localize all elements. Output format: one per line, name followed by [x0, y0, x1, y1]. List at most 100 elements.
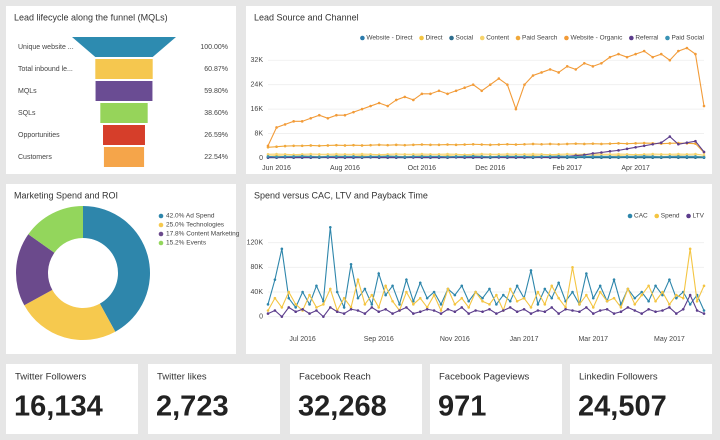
kpi-tile [290, 364, 422, 434]
data-point [398, 303, 401, 306]
data-point [661, 293, 664, 297]
data-point [681, 307, 685, 311]
data-point [446, 92, 449, 96]
data-point [453, 310, 457, 314]
data-point [280, 306, 284, 309]
kpi-value: 24,507 [578, 391, 667, 423]
data-point [460, 296, 464, 300]
legend-label: Paid Social [671, 35, 704, 42]
data-point [536, 309, 540, 312]
data-point [642, 144, 646, 148]
data-point [497, 153, 501, 156]
legend-swatch [665, 35, 670, 41]
funnel-label: Unique website ... [18, 44, 74, 51]
legend-swatch [515, 35, 521, 41]
data-point [454, 155, 458, 158]
data-point [471, 153, 475, 156]
data-point [300, 120, 304, 123]
data-point [536, 303, 540, 306]
data-point [557, 142, 560, 146]
data-point [453, 293, 457, 297]
data-point [514, 143, 518, 146]
data-point [702, 150, 706, 154]
data-point [677, 152, 680, 156]
data-point [668, 153, 672, 156]
data-point [688, 293, 692, 297]
data-point [335, 310, 339, 314]
data-point [574, 68, 578, 71]
x-tick-label: Aug 2016 [330, 165, 360, 172]
donut-slice [24, 289, 116, 340]
data-point [634, 146, 637, 149]
x-tick-label: Nov 2016 [440, 336, 470, 343]
data-point [702, 312, 706, 315]
data-point [600, 153, 603, 156]
data-point [661, 309, 664, 312]
data-point [625, 147, 629, 151]
data-point [266, 309, 270, 312]
data-point [702, 155, 706, 159]
data-point [363, 303, 367, 306]
data-point [668, 278, 671, 281]
data-point [640, 290, 644, 294]
data-point [349, 262, 353, 266]
data-point [283, 144, 287, 148]
data-point [654, 284, 657, 288]
chart-title: Marketing Spend and ROI [14, 190, 118, 200]
funnel-value: 26.59% [204, 132, 228, 139]
data-point [463, 153, 466, 156]
data-point [548, 142, 552, 146]
data-point [591, 142, 595, 145]
data-point [642, 49, 646, 53]
data-point [480, 152, 484, 156]
data-point [326, 155, 330, 158]
kpi-tile [6, 364, 138, 434]
funnel-segment [95, 81, 153, 101]
data-point [661, 290, 664, 294]
data-point [335, 155, 338, 158]
legend-swatch [627, 213, 633, 219]
x-tick-label: Oct 2016 [408, 165, 437, 172]
data-point [437, 155, 441, 158]
data-point [481, 310, 484, 314]
data-point [301, 307, 304, 311]
data-point [659, 153, 663, 156]
funnel-value: 59.80% [204, 88, 228, 95]
kpi-label: Facebook Pageviews [439, 372, 530, 383]
data-point [515, 284, 519, 288]
data-point [391, 299, 394, 303]
data-point [488, 303, 491, 306]
data-point [384, 284, 387, 288]
data-point [377, 143, 381, 147]
data-point [377, 310, 381, 314]
kpi-label: Facebook Reach [299, 372, 371, 383]
data-point [275, 145, 278, 148]
data-point [352, 153, 355, 156]
data-point [420, 152, 424, 156]
panel [246, 6, 712, 174]
data-point [467, 312, 470, 315]
data-point [309, 144, 313, 147]
data-point [702, 309, 706, 312]
data-point [326, 153, 330, 156]
data-point [531, 155, 535, 159]
data-point [617, 155, 620, 159]
data-point [429, 155, 432, 158]
data-point [377, 153, 381, 156]
data-point [349, 306, 353, 309]
data-point [543, 287, 547, 291]
data-point [694, 152, 697, 156]
data-point [497, 143, 501, 146]
data-point [328, 306, 332, 309]
data-point [522, 296, 526, 300]
data-point [275, 126, 278, 129]
data-point [317, 144, 321, 148]
legend-label: CAC [634, 213, 648, 220]
data-point [412, 303, 415, 306]
kpi-value: 2,723 [156, 391, 229, 423]
data-point [694, 142, 697, 145]
data-point [564, 306, 567, 309]
data-point [370, 303, 374, 306]
data-point [356, 296, 360, 300]
